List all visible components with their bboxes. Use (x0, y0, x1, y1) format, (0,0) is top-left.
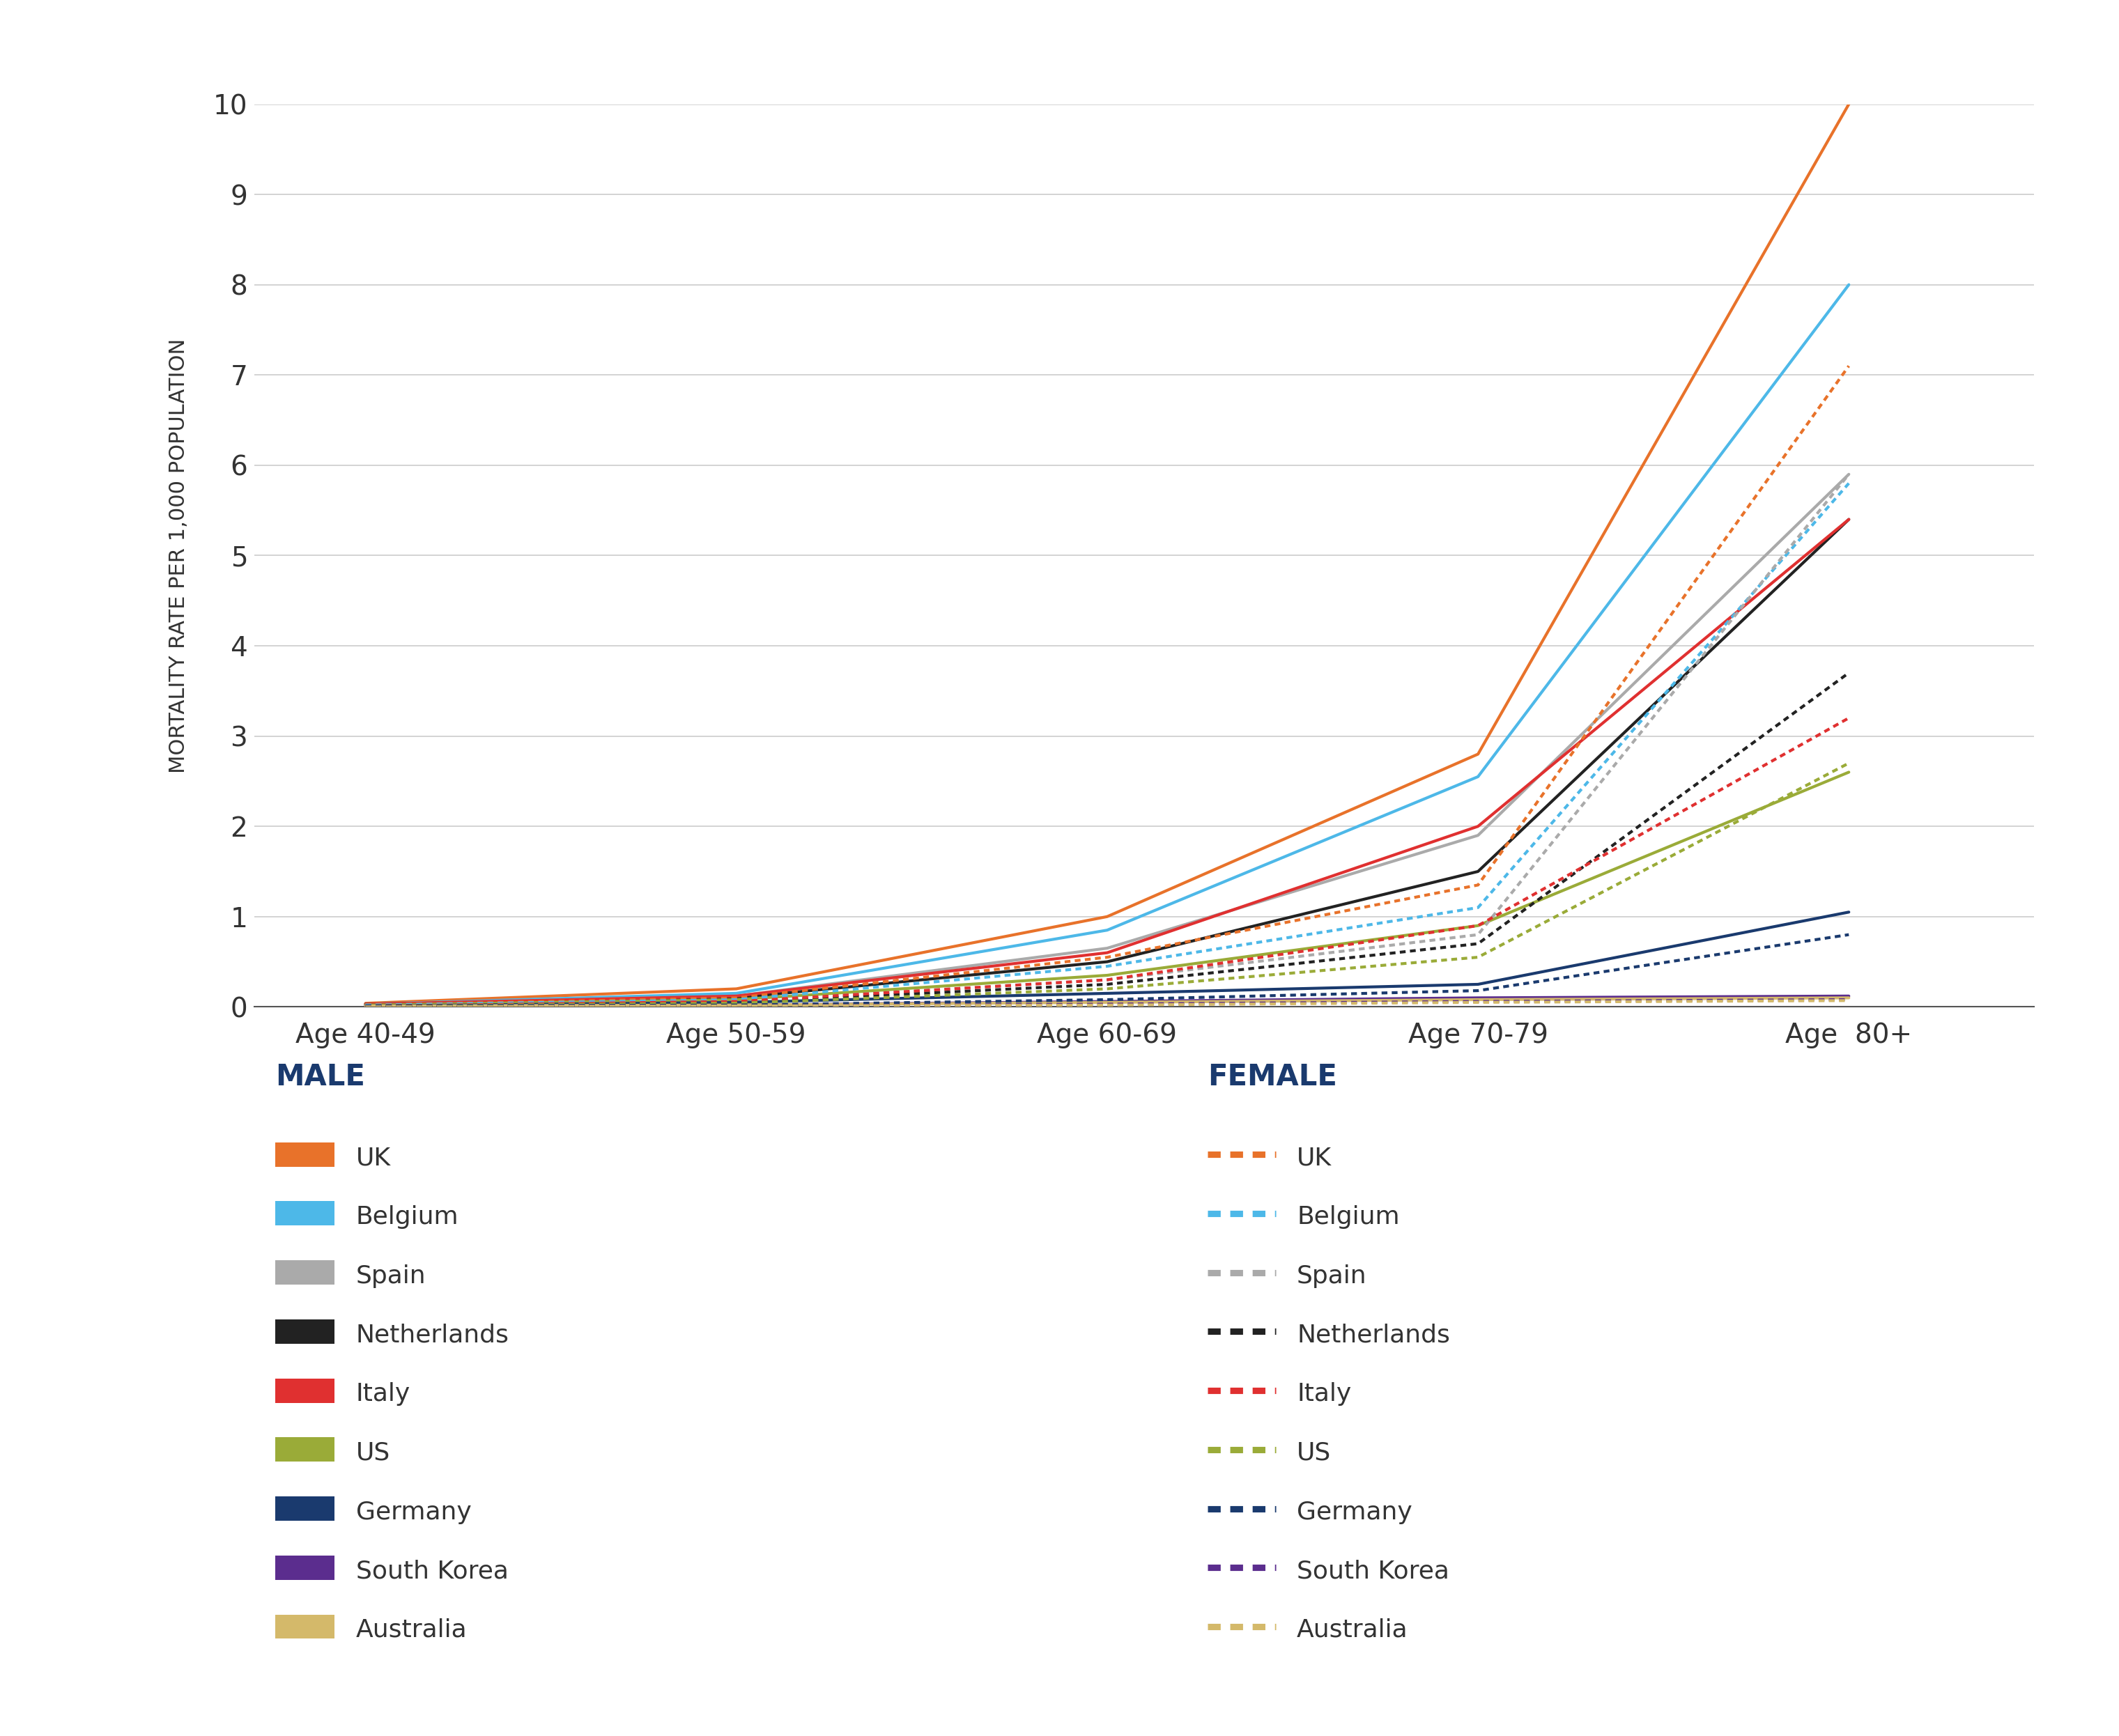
Text: Netherlands: Netherlands (356, 1323, 509, 1347)
Text: Italy: Italy (356, 1382, 411, 1406)
Text: Germany: Germany (1297, 1500, 1413, 1524)
Text: Australia: Australia (1297, 1618, 1407, 1642)
Text: South Korea: South Korea (356, 1559, 509, 1583)
Text: Italy: Italy (1297, 1382, 1352, 1406)
Text: Australia: Australia (356, 1618, 466, 1642)
Text: UK: UK (1297, 1146, 1331, 1170)
Text: UK: UK (356, 1146, 390, 1170)
Text: South Korea: South Korea (1297, 1559, 1449, 1583)
Text: Spain: Spain (356, 1264, 426, 1288)
Text: FEMALE: FEMALE (1208, 1062, 1337, 1092)
Text: Belgium: Belgium (1297, 1205, 1401, 1229)
Text: US: US (1297, 1441, 1331, 1465)
Text: Spain: Spain (1297, 1264, 1367, 1288)
Y-axis label: MORTALITY RATE PER 1,000 POPULATION: MORTALITY RATE PER 1,000 POPULATION (170, 339, 189, 773)
Text: Netherlands: Netherlands (1297, 1323, 1449, 1347)
Text: MALE: MALE (275, 1062, 364, 1092)
Text: US: US (356, 1441, 390, 1465)
Text: Germany: Germany (356, 1500, 473, 1524)
Text: Belgium: Belgium (356, 1205, 460, 1229)
